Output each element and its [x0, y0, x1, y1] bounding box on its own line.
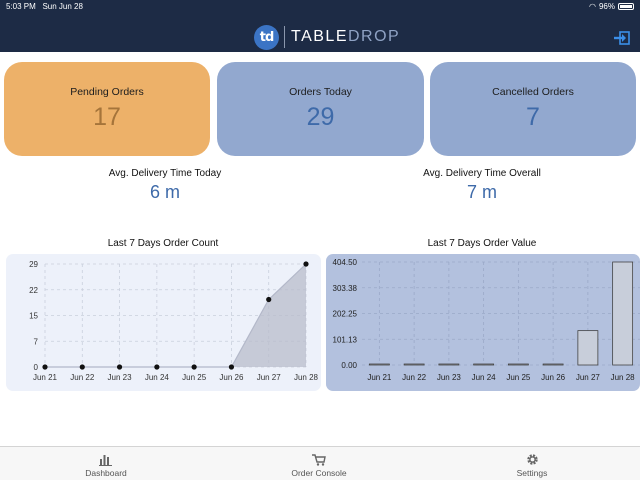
orders-today-value: 29 — [306, 103, 335, 131]
tab-dashboard-label: Dashboard — [85, 468, 127, 478]
cancelled-orders-card: Cancelled Orders 7 — [430, 62, 636, 156]
bar — [403, 363, 425, 366]
bar — [612, 261, 634, 366]
status-date: Sun Jun 28 — [42, 2, 83, 11]
x-tick-label: Jun 23 — [108, 373, 133, 382]
orders-today-card: Orders Today 29 — [217, 62, 424, 156]
data-point — [228, 364, 235, 370]
avg-delivery-today-value: 6 m — [149, 182, 180, 202]
x-tick-label: Jun 22 — [402, 373, 427, 382]
tab-order-console[interactable]: Order Console — [259, 452, 379, 478]
tab-dashboard[interactable]: Dashboard — [46, 452, 166, 478]
tab-bar: Dashboard Order Console Settings — [0, 446, 640, 480]
cart-icon — [259, 452, 379, 466]
y-tick-label: 29 — [29, 260, 38, 269]
order-value-chart-title: Last 7 Days Order Value — [427, 238, 537, 249]
bar — [577, 330, 599, 366]
avg-delivery-overall: Avg. Delivery Time Overall 7 m — [382, 168, 582, 203]
bar-chart-icon — [46, 452, 166, 466]
order-count-chart-svg: 0 7 15 22 29 Jun 21 Jun 22 Jun 23 Jun 24 Jun 25 Ju… — [29, 260, 319, 382]
app-brand: td TABLEDROP — [254, 24, 400, 50]
avg-delivery-today-label: Avg. Delivery Time Today — [108, 168, 222, 179]
bar — [542, 363, 564, 366]
bar — [368, 363, 390, 366]
order-count-chart-title: Last 7 Days Order Count — [107, 238, 219, 249]
x-tick-label: Jun 27 — [257, 373, 282, 382]
x-tick-label: Jun 26 — [219, 373, 244, 382]
tab-settings-label: Settings — [516, 468, 548, 478]
status-right: ◠ 96% — [589, 2, 634, 11]
tab-settings[interactable]: Settings — [472, 452, 592, 478]
order-value-chart: 0.00 101.13 202.25 303.38 404.50 Jun 21 Jun 22… — [326, 254, 640, 391]
x-tick-label: Jun 27 — [576, 373, 601, 382]
bar — [473, 363, 495, 366]
series-area — [45, 264, 306, 367]
y-tick-label: 404.50 — [333, 258, 358, 267]
tab-order-console-label: Order Console — [291, 468, 347, 478]
order-count-chart: 0 7 15 22 29 Jun 21 Jun 22 Jun 23 Jun 24 Jun 25 Ju… — [6, 254, 321, 391]
y-tick-label: 7 — [34, 337, 39, 346]
y-tick-label: 101.13 — [333, 335, 358, 344]
status-time: 5:03 PM — [6, 2, 36, 11]
data-point — [191, 364, 197, 370]
x-tick-label: Jun 24 — [145, 373, 170, 382]
y-tick-label: 22 — [29, 286, 38, 295]
brand-divider — [284, 26, 285, 48]
pending-orders-label: Pending Orders — [70, 86, 144, 98]
x-tick-label: Jun 23 — [437, 373, 462, 382]
data-point — [303, 261, 309, 267]
battery-percent: 96% — [598, 2, 615, 11]
x-tick-label: Jun 24 — [472, 373, 497, 382]
avg-delivery-overall-value: 7 m — [466, 182, 497, 202]
app-name-part2: DROP — [348, 28, 401, 45]
order-value-chart-svg: 0.00 101.13 202.25 303.38 404.50 Jun 21 Jun 22… — [333, 258, 640, 382]
data-point — [266, 296, 272, 303]
app-logo: td — [254, 24, 279, 50]
cancelled-orders-value: 7 — [526, 103, 540, 131]
logout-icon[interactable] — [614, 31, 630, 45]
series-line — [45, 263, 307, 368]
orders-today-label: Orders Today — [289, 86, 352, 98]
data-point — [42, 364, 48, 370]
cancelled-orders-label: Cancelled Orders — [492, 86, 574, 98]
x-tick-label: Jun 25 — [182, 373, 207, 382]
y-tick-label: 15 — [29, 312, 38, 321]
bar — [438, 363, 460, 366]
x-tick-label: Jun 28 — [294, 373, 319, 382]
x-tick-label: Jun 21 — [33, 373, 58, 382]
x-tick-label: Jun 26 — [541, 373, 566, 382]
app-name-part1: TABLE — [291, 28, 348, 45]
pending-orders-value: 17 — [93, 103, 121, 131]
data-point — [116, 364, 123, 370]
battery-icon — [618, 3, 634, 10]
data-point — [79, 364, 85, 370]
y-tick-label: 202.25 — [333, 310, 358, 319]
avg-delivery-today: Avg. Delivery Time Today 6 m — [65, 168, 265, 203]
gear-icon — [472, 452, 592, 466]
x-tick-label: Jun 21 — [367, 373, 392, 382]
y-tick-label: 0 — [34, 363, 39, 372]
wifi-icon: ◠ — [589, 2, 596, 11]
avg-delivery-overall-label: Avg. Delivery Time Overall — [423, 168, 541, 179]
y-tick-label: 0.00 — [341, 361, 357, 370]
y-tick-label: 303.38 — [333, 284, 358, 293]
status-time-date: 5:03 PM Sun Jun 28 — [6, 2, 83, 11]
app-name: TABLEDROP — [291, 28, 400, 46]
top-bar: 5:03 PM Sun Jun 28 ◠ 96% td TABLEDROP — [0, 0, 640, 52]
bar — [507, 363, 529, 366]
pending-orders-card: Pending Orders 17 — [4, 62, 210, 156]
x-tick-label: Jun 28 — [611, 373, 636, 382]
x-tick-label: Jun 22 — [70, 373, 95, 382]
x-tick-label: Jun 25 — [506, 373, 531, 382]
data-point — [154, 364, 160, 370]
